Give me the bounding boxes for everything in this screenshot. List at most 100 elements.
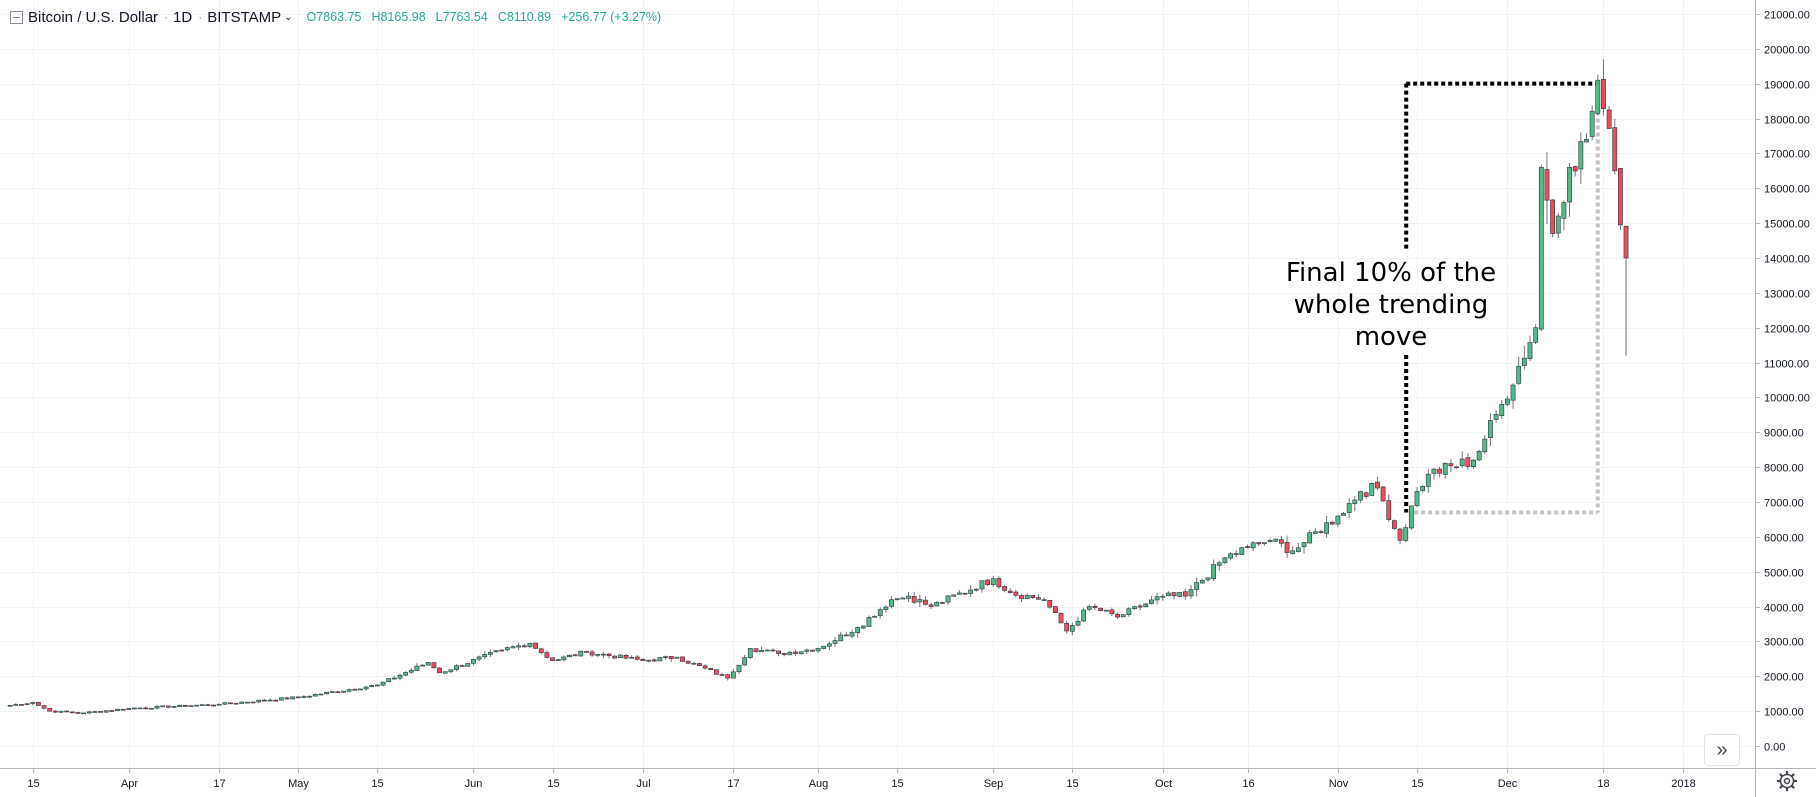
candle <box>759 646 764 653</box>
candle-body-up <box>1273 538 1279 542</box>
candle-body-down <box>1092 606 1098 608</box>
candle-body-down <box>109 710 115 712</box>
y-tick-label: 11000.00 <box>1764 359 1809 371</box>
candle-body-up <box>1205 577 1211 581</box>
candle <box>471 658 476 666</box>
x-tick-label: 15 <box>27 778 39 790</box>
gear-icon[interactable] <box>1776 770 1798 792</box>
candle-body-down <box>1612 127 1618 172</box>
candle-body-down <box>1448 463 1454 467</box>
candle-body-up <box>759 650 764 653</box>
candle <box>1267 538 1273 543</box>
candle <box>1120 614 1126 618</box>
chevron-down-icon[interactable]: ⌄ <box>284 11 293 23</box>
scroll-to-realtime-button[interactable]: » <box>1704 734 1740 766</box>
candle-body-up <box>154 705 160 709</box>
candle-body-up <box>1516 366 1522 384</box>
candle-body-up <box>1041 599 1047 601</box>
price-axis: 21000.00 20000.00 19000.00 18000.00 17000.00… <box>1755 0 1810 797</box>
candle-body-up <box>1431 468 1437 474</box>
candle-body-down <box>1375 481 1380 489</box>
candle-body-down <box>1115 613 1120 618</box>
collapse-legend-icon[interactable] <box>10 10 23 24</box>
candle-body-up <box>1538 167 1544 330</box>
candle-body-down <box>668 656 674 660</box>
candle <box>295 696 301 699</box>
candle-body-up <box>1120 614 1126 618</box>
candle-body-up <box>1222 557 1228 563</box>
candle <box>555 658 561 662</box>
candle <box>1414 487 1420 508</box>
candle-body-up <box>877 609 883 616</box>
candle <box>1375 476 1380 491</box>
candle <box>75 711 81 714</box>
candle-body-up <box>482 653 488 658</box>
candle-body-down <box>211 704 216 707</box>
candle <box>92 710 98 713</box>
candle-body-down <box>69 711 75 714</box>
candle <box>866 615 872 627</box>
candle <box>651 658 657 662</box>
candle <box>911 591 917 604</box>
candle <box>312 693 318 697</box>
candle-body-down <box>685 660 691 664</box>
candle <box>1233 550 1239 558</box>
candle-body-down <box>1572 166 1578 172</box>
candle-body-up <box>561 656 567 661</box>
candle <box>1521 345 1527 370</box>
candle <box>30 701 36 706</box>
candle <box>318 693 324 696</box>
y-tick-label: 8000.00 <box>1764 463 1804 475</box>
candle-body-down <box>996 578 1002 588</box>
candle-body-up <box>442 671 448 674</box>
candle-body-up <box>1493 414 1499 420</box>
y-tick-label: 2000.00 <box>1764 672 1804 684</box>
candle-body-up <box>742 657 748 666</box>
candle-body-up <box>1555 215 1561 234</box>
x-tick-label: Oct <box>1155 778 1172 790</box>
candle <box>228 702 233 705</box>
symbol-name[interactable]: Bitcoin / U.S. Dollar <box>28 8 159 26</box>
candle <box>1623 225 1629 356</box>
candle <box>589 650 595 657</box>
candle <box>606 653 612 659</box>
exchange-label[interactable]: BITSTAMP <box>207 8 282 26</box>
candle <box>1069 622 1075 636</box>
candle <box>454 664 459 672</box>
interval-label[interactable]: 1D <box>173 8 193 26</box>
candle-body-down <box>1454 466 1459 469</box>
candle-body-down <box>1007 590 1013 593</box>
candle <box>612 654 618 659</box>
candle-body-down <box>1182 591 1188 597</box>
candle <box>634 654 640 661</box>
candle <box>1578 132 1584 184</box>
candle <box>307 695 312 699</box>
candle-body-down <box>75 712 81 714</box>
candle <box>408 668 414 674</box>
candle <box>1030 595 1036 600</box>
candle <box>1555 212 1561 238</box>
candle <box>64 710 70 713</box>
candle <box>194 704 199 707</box>
candle-body-up <box>1584 139 1589 143</box>
candle <box>1019 593 1024 603</box>
candle <box>149 707 154 710</box>
candle <box>103 710 109 713</box>
candle <box>567 654 572 658</box>
candle <box>860 625 866 630</box>
candle <box>787 650 793 656</box>
candle-body-up <box>363 686 369 690</box>
candle <box>821 645 827 650</box>
candle <box>431 662 437 669</box>
candle <box>403 671 409 677</box>
candle <box>1482 434 1488 455</box>
candle <box>1488 413 1493 446</box>
x-tick-label: Nov <box>1329 778 1349 790</box>
candle <box>1408 505 1414 530</box>
candle <box>934 600 940 607</box>
candle <box>668 656 674 662</box>
x-tick-label: 15 <box>1411 778 1423 790</box>
candle <box>352 688 358 691</box>
candle <box>182 704 188 707</box>
